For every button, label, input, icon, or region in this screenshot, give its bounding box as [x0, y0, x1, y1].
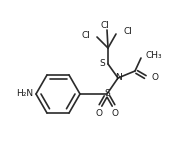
Text: Cl: Cl — [101, 20, 109, 29]
Text: O: O — [96, 108, 102, 118]
Text: O: O — [152, 73, 159, 82]
Text: Cl: Cl — [123, 27, 132, 36]
Text: S: S — [99, 60, 105, 68]
Text: N: N — [115, 73, 121, 82]
Text: O: O — [111, 108, 119, 118]
Text: H₂N: H₂N — [16, 89, 33, 99]
Text: CH₃: CH₃ — [146, 52, 163, 60]
Text: Cl: Cl — [81, 31, 90, 40]
Text: S: S — [104, 89, 110, 99]
